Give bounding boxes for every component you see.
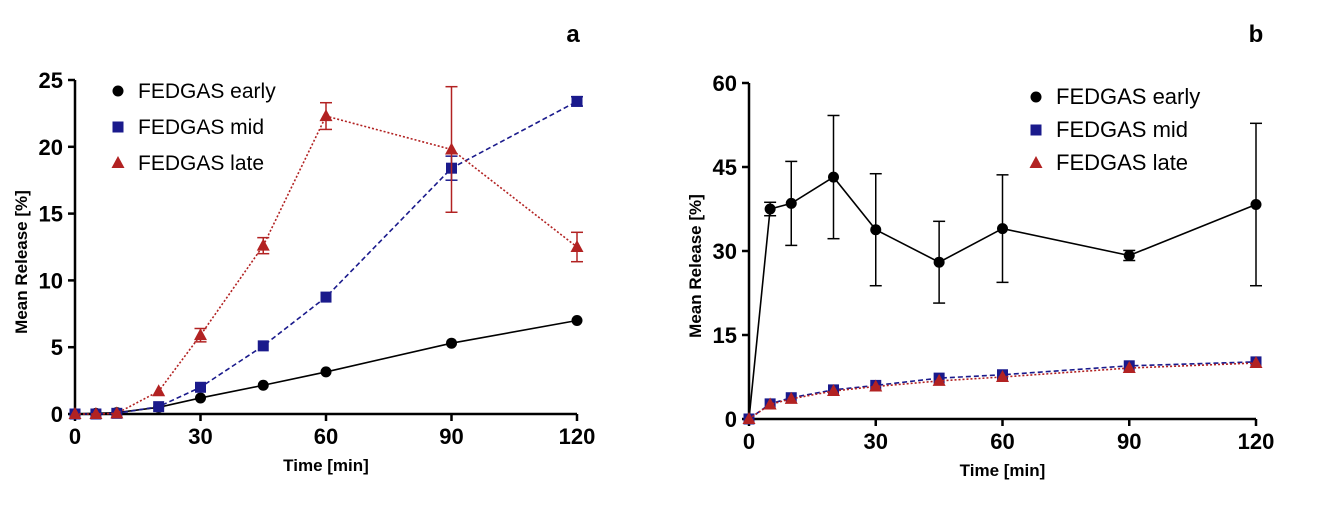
y-tick-label: 0 <box>725 407 737 432</box>
data-point <box>571 314 583 326</box>
data-point <box>257 379 269 391</box>
x-tick-label: 120 <box>559 424 596 449</box>
data-point <box>195 381 206 393</box>
legend-label: FEDGAS late <box>1056 150 1188 175</box>
x-axis-title: Time [min] <box>283 456 369 475</box>
data-point <box>571 95 583 107</box>
data-point <box>742 412 756 424</box>
x-tick-label: 90 <box>1117 429 1141 454</box>
y-tick-label: 15 <box>713 323 737 348</box>
legend-marker <box>111 156 125 168</box>
legend-label: FEDGAS early <box>1056 84 1200 109</box>
data-point <box>1123 249 1135 261</box>
data-point <box>764 203 776 215</box>
legend-marker <box>112 121 124 133</box>
legend-marker <box>112 85 124 97</box>
y-tick-label: 5 <box>51 335 63 360</box>
x-tick-label: 120 <box>1238 429 1275 454</box>
data-point <box>828 171 839 183</box>
series-fedgas-early <box>743 114 1262 425</box>
series-fedgas-late <box>742 356 1263 424</box>
data-point <box>869 379 883 392</box>
data-point <box>932 373 946 386</box>
x-tick-label: 0 <box>743 429 755 454</box>
data-point <box>320 366 332 378</box>
data-point <box>997 223 1008 235</box>
x-tick-label: 30 <box>864 429 888 454</box>
panel-letter: a <box>566 21 580 48</box>
data-point <box>827 384 840 396</box>
x-tick-label: 60 <box>990 429 1014 454</box>
data-point <box>785 197 797 209</box>
y-tick-label: 20 <box>39 135 63 160</box>
legend-marker <box>1030 124 1042 136</box>
y-tick-label: 45 <box>713 155 737 180</box>
data-point <box>89 407 103 419</box>
panel-letter: b <box>1249 21 1264 48</box>
data-point <box>1122 361 1136 374</box>
y-axis-title: Mean Release [%] <box>686 194 705 338</box>
data-point <box>784 391 798 404</box>
y-tick-label: 10 <box>39 268 63 293</box>
data-point <box>320 291 332 303</box>
data-point <box>319 109 333 122</box>
legend-label: FEDGAS mid <box>138 116 264 139</box>
legend-marker <box>1029 156 1043 168</box>
data-point <box>152 384 166 397</box>
y-tick-label: 25 <box>39 68 63 93</box>
data-point <box>933 256 945 268</box>
x-tick-label: 90 <box>439 424 463 449</box>
data-point <box>257 340 269 352</box>
data-point <box>763 397 777 410</box>
legend-label: FEDGAS early <box>138 80 276 103</box>
x-tick-label: 60 <box>314 424 338 449</box>
legend: FEDGAS early FEDGAS mid FEDGAS late <box>111 80 276 175</box>
data-point <box>445 142 458 155</box>
y-tick-label: 0 <box>51 402 63 427</box>
data-point <box>1249 356 1263 368</box>
y-tick-label: 15 <box>39 202 63 227</box>
data-point <box>1250 199 1262 211</box>
legend-marker <box>1030 91 1042 103</box>
data-point <box>194 328 207 341</box>
data-point <box>68 407 82 419</box>
x-tick-label: 0 <box>69 424 81 449</box>
data-point <box>110 406 124 419</box>
panel-b: 0 30 60 90 120 0 15 30 45 60 Time [min] Mean Releas… <box>686 21 1274 480</box>
data-point <box>996 370 1009 382</box>
data-point <box>870 224 882 236</box>
legend-label: FEDGAS mid <box>1056 117 1188 142</box>
panel-a: 0 30 60 90 120 0 5 10 15 20 25 Time [min] Mean Relea… <box>12 21 595 475</box>
series-fedgas-late <box>68 85 584 419</box>
data-point <box>256 238 270 251</box>
x-axis-title: Time [min] <box>960 461 1046 480</box>
x-tick-label: 30 <box>188 424 212 449</box>
series-fedgas-early <box>69 314 583 420</box>
data-point <box>153 401 165 413</box>
legend: FEDGAS early FEDGAS mid FEDGAS late <box>1029 84 1200 175</box>
legend-label: FEDGAS late <box>138 152 264 175</box>
data-point <box>446 337 457 349</box>
data-point <box>195 392 206 404</box>
y-tick-label: 60 <box>713 71 737 96</box>
y-axis-title: Mean Release [%] <box>12 190 31 334</box>
data-point <box>570 240 584 252</box>
y-tick-label: 30 <box>713 239 737 264</box>
